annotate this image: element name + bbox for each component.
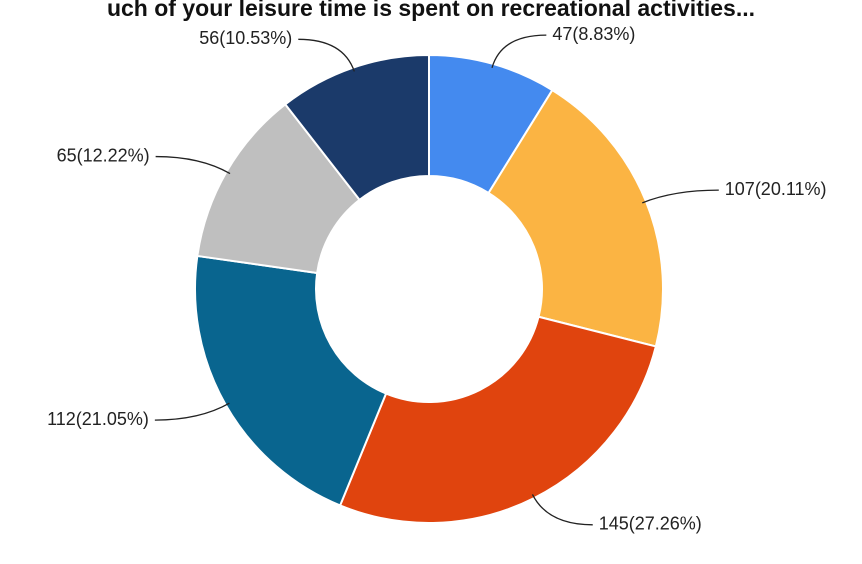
leader-line — [155, 155, 231, 175]
data-label: 56(10.53%) — [199, 28, 292, 48]
data-label: 112(21.05%) — [47, 409, 149, 429]
data-label: 47(8.83%) — [552, 24, 635, 44]
donut-slice — [338, 315, 658, 524]
leader-line — [642, 189, 719, 204]
donut-slice — [283, 53, 430, 202]
donut-slice — [194, 254, 388, 507]
leader-line — [491, 34, 547, 68]
leader-line — [154, 402, 230, 421]
leader-line — [531, 494, 593, 526]
donut-slice — [487, 88, 664, 348]
data-label: 65(12.22%) — [57, 145, 150, 165]
chart-title: uch of your leisure time is spent on rec… — [107, 0, 755, 21]
leader-line — [298, 38, 355, 72]
data-label: 145(27.26%) — [599, 514, 702, 534]
donut-slice — [196, 102, 361, 275]
data-label: 107(20.11%) — [725, 179, 827, 199]
